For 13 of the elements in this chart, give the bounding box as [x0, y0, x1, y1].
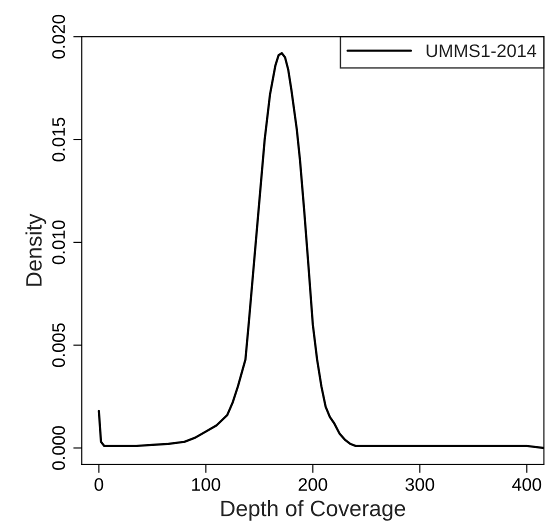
x-tick-label: 400 — [512, 478, 542, 491]
x-axis-title: Depth of Coverage — [221, 500, 406, 521]
y-tick-label: 0.010 — [52, 220, 65, 264]
y-tick-label: 0.015 — [52, 118, 65, 162]
x-tick-label: 100 — [192, 478, 220, 491]
y-axis-title: Density — [25, 214, 46, 286]
y-tick-label: 0.000 — [52, 426, 65, 470]
x-tick-label: 300 — [405, 478, 434, 491]
legend-label: UMMS1-2014 — [426, 44, 536, 58]
x-tick-label: 0 — [94, 478, 104, 491]
y-tick-label: 0.005 — [52, 323, 65, 368]
y-tick-label: 0.020 — [52, 14, 65, 59]
x-tick-label: 200 — [298, 478, 328, 491]
